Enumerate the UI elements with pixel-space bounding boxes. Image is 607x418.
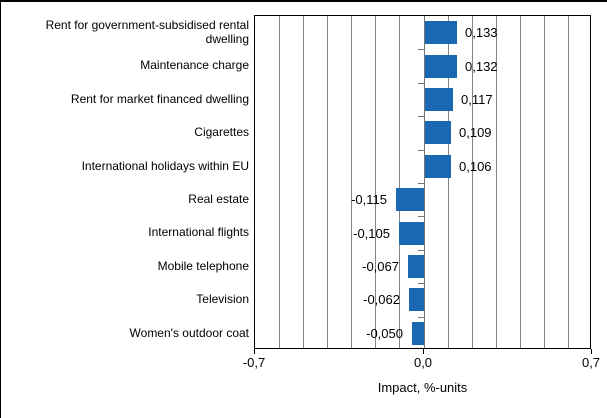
gridline [327, 16, 328, 348]
category-label: Cigarettes [194, 124, 249, 139]
gridline [568, 16, 569, 348]
category-label: Mobile telephone [157, 258, 249, 273]
zero-axis-tick [418, 116, 424, 117]
x-axis-tick-mark [423, 349, 424, 354]
bar [425, 88, 453, 111]
category-label: International holidays within EU [81, 158, 249, 173]
value-label: -0,115 [351, 192, 387, 207]
category-label: Rent for government-subsidised rental dw… [45, 17, 249, 46]
bar [408, 255, 424, 278]
value-label: -0,105 [353, 226, 390, 241]
x-axis-tick-mark [254, 349, 255, 354]
gridline [520, 16, 521, 348]
gridline [279, 16, 280, 348]
plot-area: 0,133 0,132 0,117 0,109 0,106 -0,115 -0,105 -0,… [254, 15, 591, 349]
zero-axis-tick [418, 183, 424, 184]
category-label: International flights [148, 224, 249, 239]
zero-axis-tick [418, 83, 424, 84]
category-label: Real estate [188, 191, 249, 206]
x-axis-tick-label: 0,7 [581, 355, 601, 370]
category-label: Maintenance charge [140, 57, 249, 72]
zero-axis-tick [418, 49, 424, 50]
zero-axis-tick [418, 150, 424, 151]
x-axis-tick-mark [591, 349, 592, 354]
value-label: -0,067 [362, 259, 399, 274]
value-label: -0,050 [366, 326, 403, 341]
zero-axis-tick [418, 283, 424, 284]
gridline [399, 16, 400, 348]
value-label: 0,117 [461, 92, 493, 107]
value-label: 0,109 [459, 125, 492, 140]
gridline [472, 16, 473, 348]
bar [412, 322, 424, 345]
x-axis-tick-label: -0,7 [242, 355, 266, 370]
category-label: Television [196, 291, 249, 306]
zero-axis-tick [418, 317, 424, 318]
bar [396, 188, 424, 211]
category-label: Rent for market financed dwelling [70, 91, 249, 106]
bar [425, 21, 457, 44]
category-label: Women's outdoor coat [129, 325, 249, 340]
zero-axis-line [424, 16, 425, 348]
gridline [303, 16, 304, 348]
x-axis-tick-label: 0,0 [413, 355, 433, 370]
value-label: -0,062 [363, 292, 400, 307]
gridline [375, 16, 376, 348]
bar [399, 222, 424, 245]
gridline [448, 16, 449, 348]
value-label: 0,106 [459, 159, 492, 174]
value-label: 0,132 [465, 59, 498, 74]
bar [425, 121, 451, 144]
zero-axis-tick [418, 216, 424, 217]
bar [409, 288, 424, 311]
gridline [544, 16, 545, 348]
bar [425, 55, 457, 78]
zero-axis-tick [418, 250, 424, 251]
bar [425, 155, 451, 178]
gridline [351, 16, 352, 348]
value-label: 0,133 [465, 25, 498, 40]
gridline [496, 16, 497, 348]
x-axis-title: Impact, %-units [377, 380, 468, 395]
